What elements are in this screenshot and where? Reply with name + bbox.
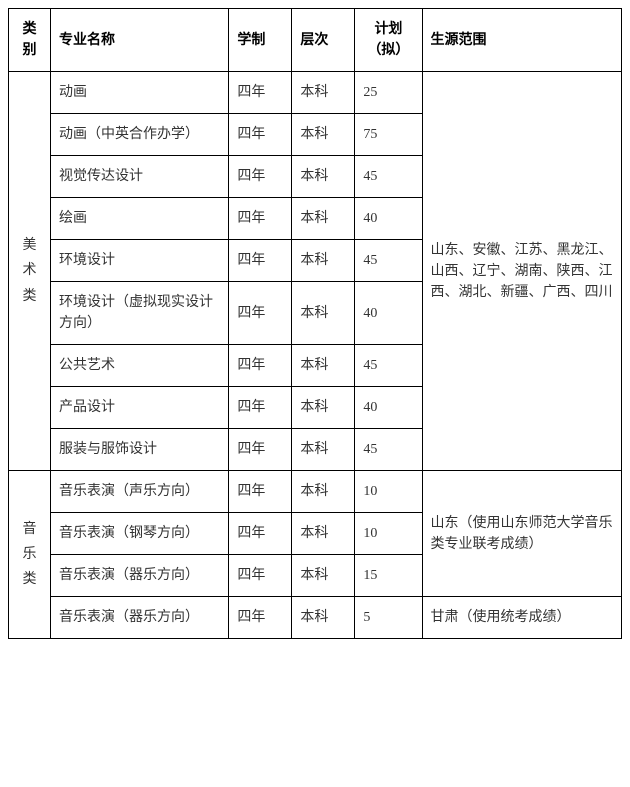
cell-major: 绘画 — [50, 198, 228, 240]
cell-major: 音乐表演（钢琴方向） — [50, 513, 228, 555]
header-plan: 计划（拟） — [355, 9, 422, 72]
cell-level: 本科 — [292, 198, 355, 240]
cell-major: 环境设计 — [50, 240, 228, 282]
cell-duration: 四年 — [229, 555, 292, 597]
cell-plan: 75 — [355, 114, 422, 156]
header-scope: 生源范围 — [422, 9, 621, 72]
cell-duration: 四年 — [229, 72, 292, 114]
cell-duration: 四年 — [229, 513, 292, 555]
scope-cell-music-shandong: 山东（使用山东师范大学音乐类专业联考成绩） — [422, 471, 621, 597]
cell-plan: 45 — [355, 429, 422, 471]
header-category: 类别 — [9, 9, 51, 72]
cell-duration: 四年 — [229, 156, 292, 198]
cell-major: 公共艺术 — [50, 345, 228, 387]
cell-level: 本科 — [292, 513, 355, 555]
cell-level: 本科 — [292, 240, 355, 282]
cell-level: 本科 — [292, 156, 355, 198]
cell-duration: 四年 — [229, 345, 292, 387]
table-row: 音乐表演（器乐方向） 四年 本科 5 甘肃（使用统考成绩） — [9, 597, 622, 639]
cell-plan: 40 — [355, 282, 422, 345]
cell-plan: 5 — [355, 597, 422, 639]
cell-major: 音乐表演（声乐方向） — [50, 471, 228, 513]
admissions-table: 类别 专业名称 学制 层次 计划（拟） 生源范围 美 术 类 动画 四年 本科 … — [8, 8, 622, 639]
category-cell-music: 音 乐 类 — [9, 471, 51, 639]
cell-major: 动画（中英合作办学） — [50, 114, 228, 156]
category-cell-art: 美 术 类 — [9, 72, 51, 471]
cell-major: 音乐表演（器乐方向） — [50, 555, 228, 597]
cell-major: 服装与服饰设计 — [50, 429, 228, 471]
cell-duration: 四年 — [229, 471, 292, 513]
cell-plan: 45 — [355, 156, 422, 198]
cell-level: 本科 — [292, 429, 355, 471]
cell-plan: 45 — [355, 345, 422, 387]
cell-plan: 45 — [355, 240, 422, 282]
cell-plan: 40 — [355, 198, 422, 240]
cell-duration: 四年 — [229, 114, 292, 156]
scope-cell-art: 山东、安徽、江苏、黑龙江、山西、辽宁、湖南、陕西、江西、湖北、新疆、广西、四川 — [422, 72, 621, 471]
header-row: 类别 专业名称 学制 层次 计划（拟） 生源范围 — [9, 9, 622, 72]
cell-duration: 四年 — [229, 198, 292, 240]
cell-plan: 40 — [355, 387, 422, 429]
cell-duration: 四年 — [229, 597, 292, 639]
table-row: 音 乐 类 音乐表演（声乐方向） 四年 本科 10 山东（使用山东师范大学音乐类… — [9, 471, 622, 513]
cell-plan: 10 — [355, 471, 422, 513]
cell-level: 本科 — [292, 72, 355, 114]
cell-level: 本科 — [292, 555, 355, 597]
table-row: 美 术 类 动画 四年 本科 25 山东、安徽、江苏、黑龙江、山西、辽宁、湖南、… — [9, 72, 622, 114]
cell-major: 产品设计 — [50, 387, 228, 429]
scope-cell-music-gansu: 甘肃（使用统考成绩） — [422, 597, 621, 639]
cell-level: 本科 — [292, 345, 355, 387]
cell-level: 本科 — [292, 114, 355, 156]
cell-duration: 四年 — [229, 282, 292, 345]
header-duration: 学制 — [229, 9, 292, 72]
cell-major: 动画 — [50, 72, 228, 114]
cell-plan: 10 — [355, 513, 422, 555]
cell-major: 音乐表演（器乐方向） — [50, 597, 228, 639]
cell-level: 本科 — [292, 597, 355, 639]
cell-level: 本科 — [292, 387, 355, 429]
cell-level: 本科 — [292, 471, 355, 513]
cell-duration: 四年 — [229, 387, 292, 429]
cell-major: 视觉传达设计 — [50, 156, 228, 198]
header-level: 层次 — [292, 9, 355, 72]
cell-duration: 四年 — [229, 429, 292, 471]
cell-plan: 15 — [355, 555, 422, 597]
cell-plan: 25 — [355, 72, 422, 114]
cell-level: 本科 — [292, 282, 355, 345]
cell-major: 环境设计（虚拟现实设计方向） — [50, 282, 228, 345]
header-major: 专业名称 — [50, 9, 228, 72]
table-body: 美 术 类 动画 四年 本科 25 山东、安徽、江苏、黑龙江、山西、辽宁、湖南、… — [9, 72, 622, 639]
cell-duration: 四年 — [229, 240, 292, 282]
